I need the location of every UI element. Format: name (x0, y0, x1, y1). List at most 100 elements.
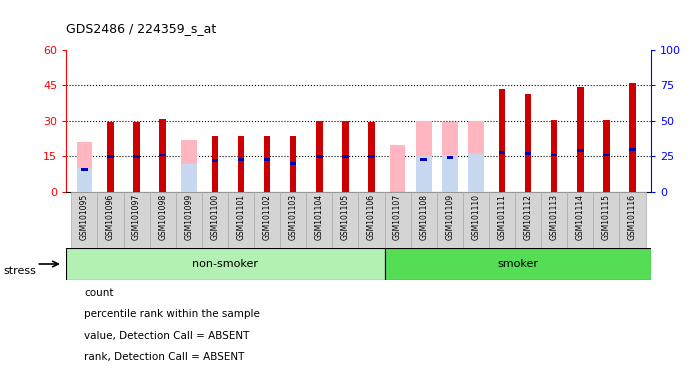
Text: GSM101116: GSM101116 (628, 194, 637, 240)
Text: GSM101111: GSM101111 (498, 194, 507, 240)
Text: GSM101109: GSM101109 (445, 194, 454, 240)
Text: GSM101096: GSM101096 (106, 194, 115, 240)
Text: GSM101097: GSM101097 (132, 194, 141, 240)
Bar (463, 192, 489, 248)
Bar (416, 157, 432, 192)
Text: GSM101095: GSM101095 (80, 194, 89, 240)
Bar (499, 89, 505, 192)
Text: GDS2486 / 224359_s_at: GDS2486 / 224359_s_at (66, 22, 216, 35)
Bar (81, 168, 88, 171)
Text: GSM101112: GSM101112 (523, 194, 532, 240)
Bar (416, 121, 432, 192)
Bar (124, 192, 150, 248)
Bar (411, 192, 437, 248)
Text: GSM101104: GSM101104 (315, 194, 324, 240)
Bar (264, 158, 270, 161)
Bar (181, 164, 197, 192)
Text: GSM101105: GSM101105 (341, 194, 350, 240)
Bar (567, 192, 593, 248)
Text: GSM101107: GSM101107 (393, 194, 402, 240)
Bar (159, 154, 166, 157)
Bar (316, 155, 322, 158)
Bar (525, 152, 531, 155)
Bar (212, 159, 218, 162)
Bar (181, 140, 197, 192)
Bar (390, 145, 405, 192)
Bar (368, 122, 374, 192)
Bar (468, 121, 484, 192)
Text: stress: stress (3, 266, 36, 276)
Text: percentile rank within the sample: percentile rank within the sample (84, 310, 260, 319)
Bar (525, 94, 531, 192)
Bar (77, 142, 92, 192)
Bar (134, 155, 140, 158)
Bar (358, 192, 384, 248)
Bar (238, 158, 244, 161)
Text: GSM101102: GSM101102 (262, 194, 271, 240)
Bar (228, 192, 254, 248)
Bar (577, 149, 583, 152)
Text: GSM101113: GSM101113 (550, 194, 559, 240)
Bar (619, 192, 646, 248)
Bar (107, 122, 113, 192)
Bar (593, 192, 619, 248)
Bar (420, 158, 427, 161)
Text: GSM101115: GSM101115 (602, 194, 611, 240)
Text: GSM101101: GSM101101 (237, 194, 246, 240)
Bar (515, 192, 541, 248)
Bar (97, 192, 124, 248)
Text: rank, Detection Call = ABSENT: rank, Detection Call = ABSENT (84, 352, 244, 362)
Text: GSM101103: GSM101103 (289, 194, 298, 240)
Bar (437, 192, 463, 248)
Text: GSM101106: GSM101106 (367, 194, 376, 240)
Text: non-smoker: non-smoker (192, 259, 258, 269)
Bar (316, 121, 322, 192)
Text: GSM101098: GSM101098 (158, 194, 167, 240)
Text: smoker: smoker (497, 259, 538, 269)
Text: GSM101100: GSM101100 (210, 194, 219, 240)
Bar (489, 192, 515, 248)
Text: count: count (84, 288, 113, 298)
Text: GSM101114: GSM101114 (576, 194, 585, 240)
Bar (202, 192, 228, 248)
Bar (603, 120, 610, 192)
Bar (368, 155, 374, 158)
Bar (551, 120, 557, 192)
Bar (629, 148, 635, 151)
Bar (551, 154, 557, 157)
Bar (541, 192, 567, 248)
Bar (72, 192, 97, 248)
Bar (134, 122, 140, 192)
Bar (306, 192, 333, 248)
Bar (290, 136, 296, 192)
Bar (447, 157, 453, 159)
Text: value, Detection Call = ABSENT: value, Detection Call = ABSENT (84, 331, 250, 341)
Bar (629, 83, 635, 192)
Bar (603, 154, 610, 157)
Bar (577, 87, 583, 192)
Bar (499, 151, 505, 154)
Bar (280, 192, 306, 248)
Bar (254, 192, 280, 248)
Text: GSM101108: GSM101108 (419, 194, 428, 240)
Bar (175, 192, 202, 248)
Bar (468, 154, 484, 192)
Bar (77, 168, 92, 192)
Bar (342, 121, 349, 192)
Bar (342, 155, 349, 158)
Bar (442, 155, 457, 192)
Bar (150, 192, 175, 248)
Bar (264, 136, 270, 192)
Bar (442, 122, 457, 192)
Text: GSM101110: GSM101110 (471, 194, 480, 240)
Bar (384, 192, 411, 248)
Bar (107, 155, 113, 158)
Bar (238, 136, 244, 192)
Bar (290, 162, 296, 165)
Bar (333, 192, 358, 248)
Text: GSM101099: GSM101099 (184, 194, 193, 240)
Bar (159, 119, 166, 192)
Bar (212, 136, 218, 192)
Bar (66, 248, 384, 280)
Bar (384, 248, 651, 280)
